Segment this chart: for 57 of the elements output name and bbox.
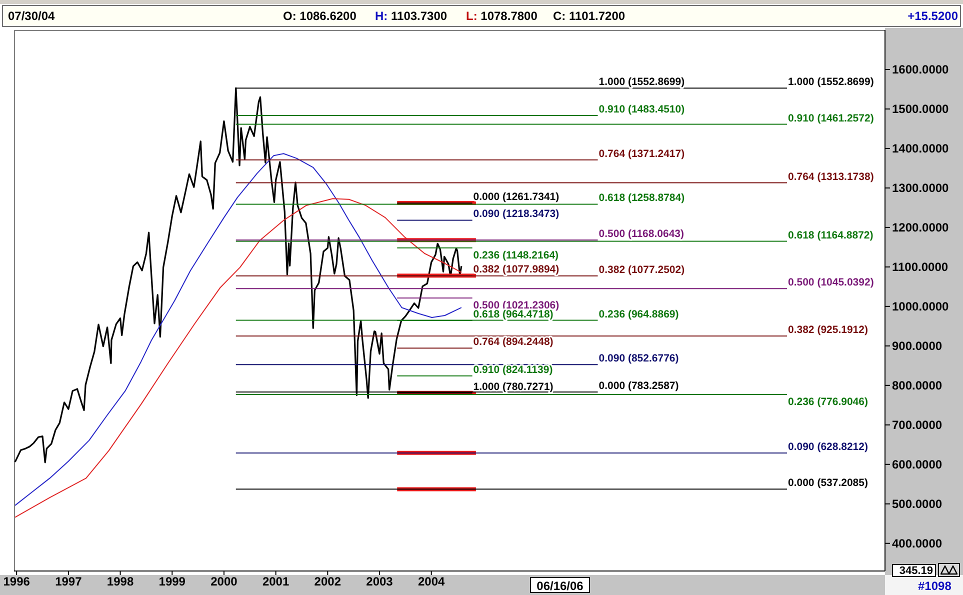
x-tick-label: 1997 — [55, 574, 82, 589]
text: +15.5200 — [908, 8, 958, 25]
series-label: 0.618 (1258.8784) — [598, 192, 685, 204]
y-tick-label: 1100.0000 — [892, 260, 948, 274]
x-tick-label: 1998 — [106, 574, 134, 589]
text: C: 1101.7200 — [553, 8, 626, 25]
y-tick-label: 800.0000 — [892, 378, 942, 393]
y-tick-label: 1200.0000 — [892, 220, 950, 235]
series-label: 0.618 (964.4718) — [473, 308, 554, 320]
y-tick-label: 1500.0000 — [892, 102, 950, 116]
series-label: 0.764 (894.2448) — [473, 336, 554, 348]
x-tick-label: 1996 — [3, 574, 30, 589]
y-tick-label: 1400.0000 — [892, 142, 950, 156]
series-label: 0.910 (824.1139) — [473, 364, 553, 376]
series-label: 0.090 (628.8212) — [788, 441, 868, 453]
series-label: 0.500 (1168.0643) — [598, 228, 684, 240]
x-tick-label: 2000 — [210, 574, 238, 589]
series-label: 0.382 (1077.9894) — [473, 264, 560, 276]
text: H: 1103.7300 — [375, 9, 448, 23]
series-label: 0.090 (1218.3473) — [473, 208, 560, 220]
series-label: 0.236 (776.9046) — [788, 396, 868, 408]
x-tick-label: 2004 — [418, 574, 446, 589]
series-label: 0.236 (1148.2164) — [473, 249, 559, 262]
series-label: 1.000 (1552.8699) — [788, 76, 874, 88]
series-label: 0.500 (1045.0392) — [788, 276, 874, 289]
x-tick-label: 1999 — [158, 574, 186, 589]
text: 07/30/04 — [8, 8, 55, 25]
x-tick-label: 2001 — [262, 574, 290, 589]
series-label: 0.000 (537.2085) — [788, 477, 868, 490]
series-label: 0.910 (1483.4510) — [598, 104, 685, 116]
y-tick-label: 500.0000 — [892, 497, 942, 512]
series-label: 0.618 (1164.8872) — [788, 229, 874, 242]
series-label: 0.764 (1371.2417) — [598, 148, 685, 160]
text: 06/16/06 — [530, 577, 590, 593]
series-label: 1.000 (780.7271) — [473, 381, 554, 394]
y-tick-label: 1300.0000 — [892, 181, 950, 196]
annotation: 1.000 (1552.8699) — [598, 76, 685, 88]
series-label: 0.382 (1077.2502) — [598, 264, 685, 276]
text: 345.19 — [892, 564, 936, 577]
x-tick-label: 2002 — [314, 574, 342, 589]
y-tick-label: 400.0000 — [892, 536, 942, 551]
text: L: 1078.7800 — [466, 9, 538, 23]
series-label: 0.764 (1313.1738) — [788, 170, 874, 183]
y-tick-label: 1000.0000 — [892, 300, 950, 314]
series-label: 0.382 (925.1912) — [788, 324, 868, 336]
y-tick-label: 600.0000 — [892, 458, 942, 472]
y-tick-label: 700.0000 — [892, 418, 942, 432]
y-tick-label: 900.0000 — [892, 339, 942, 354]
series-label: 0.910 (1461.2572) — [788, 112, 874, 124]
text: #1098 — [918, 578, 952, 594]
y-tick-label: 1600.0000 — [892, 62, 950, 77]
x-tick-label: 2003 — [366, 574, 394, 589]
series-label: 0.090 (852.6776) — [598, 352, 679, 365]
series-label: 0.236 (964.8869) — [598, 308, 679, 320]
series-label: 0.000 (1261.7341) — [473, 191, 560, 204]
series-label: 0.000 (783.2587) — [598, 380, 679, 392]
text: O: 1086.6200 — [283, 8, 356, 25]
